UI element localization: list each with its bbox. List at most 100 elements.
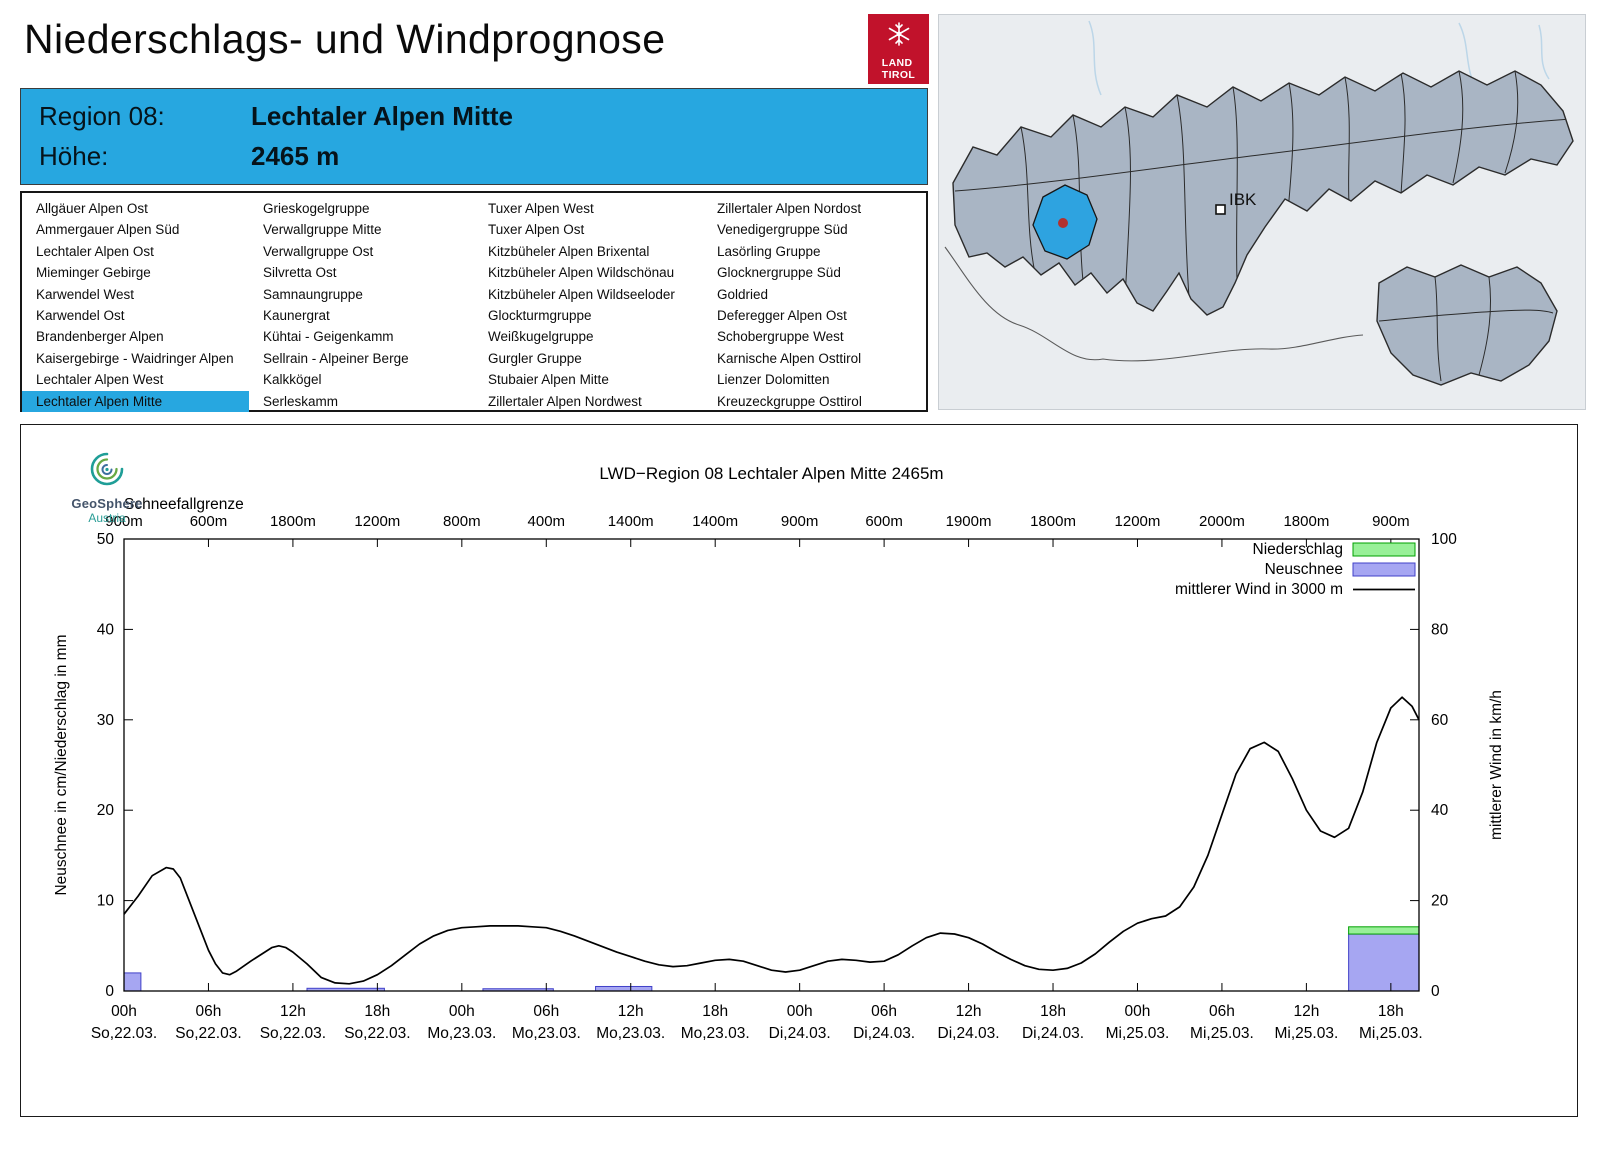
snowline-value: 1800m	[1283, 513, 1329, 530]
snowline-value: 1900m	[946, 513, 992, 530]
region-list-item[interactable]: Schobergruppe West	[717, 329, 844, 345]
snowline-value: 1400m	[608, 513, 654, 530]
region-list-item[interactable]: Gurgler Gruppe	[488, 350, 582, 366]
y-right-axis-title: mittlerer Wind in km/h	[1488, 690, 1505, 840]
region-header: Region 08: Lechtaler Alpen Mitte Höhe: 2…	[20, 88, 928, 185]
geosphere-country: Austria	[88, 511, 126, 525]
x-tick-hour: 18h	[1040, 1003, 1066, 1020]
region-list-column: Tuxer Alpen West Tuxer Alpen Ost Kitzbühel…	[474, 198, 703, 412]
region-list-item[interactable]: Mieminger Gebirge	[36, 265, 151, 281]
region-list-item[interactable]: Lasörling Gruppe	[717, 243, 821, 259]
region-list-item[interactable]: Grieskogelgruppe	[263, 201, 370, 216]
region-list-item-selected[interactable]: Lechtaler Alpen Mitte	[22, 390, 249, 412]
x-tick-date: Mi,25.03.	[1190, 1025, 1254, 1042]
snowline-value: 400m	[528, 513, 566, 530]
y-left-tick: 40	[97, 621, 115, 638]
page-title: Niederschlags- und Windprognose	[24, 16, 666, 62]
map-region-dot	[1058, 218, 1068, 228]
snowline-value: 600m	[865, 513, 903, 530]
elevation-value: 2465 m	[251, 140, 340, 171]
chart-title: LWD−Region 08 Lechtaler Alpen Mitte 2465…	[599, 464, 943, 483]
x-tick-hour: 06h	[1209, 1003, 1235, 1020]
geosphere-swirl-icon	[84, 452, 130, 495]
region-list-item[interactable]: Tuxer Alpen Ost	[488, 222, 585, 238]
y-right-tick: 80	[1431, 621, 1449, 638]
snowflake-icon	[886, 21, 912, 52]
region-list-item[interactable]: Allgäuer Alpen Ost	[36, 201, 148, 216]
region-list-column: Allgäuer Alpen Ost Ammergauer Alpen Süd Le…	[22, 198, 249, 412]
x-tick-hour: 00h	[449, 1003, 475, 1020]
region-list-item[interactable]: Brandenberger Alpen	[36, 329, 164, 345]
y-left-tick: 30	[97, 712, 115, 729]
x-tick-date: Di,24.03.	[938, 1025, 1000, 1042]
x-tick-date: Mo,23.03.	[681, 1025, 750, 1042]
y-left-axis-title: Neuschnee in cm/Niederschlag in mm	[53, 634, 70, 895]
neuschnee-bar	[123, 972, 142, 992]
x-tick-date: Di,24.03.	[1022, 1025, 1084, 1042]
map-ibk-marker	[1215, 204, 1226, 215]
snowline-value: 900m	[105, 513, 143, 530]
region-list-item[interactable]: Verwallgruppe Mitte	[263, 222, 382, 238]
region-list-item[interactable]: Kalkkögel	[263, 372, 322, 388]
forecast-chart-panel: GeoSphere Austria LWD−Region 08 Lechtale…	[20, 424, 1578, 1117]
region-list-item[interactable]: Deferegger Alpen Ost	[717, 307, 847, 323]
snowline-value: 800m	[443, 513, 481, 530]
region-list-item[interactable]: Karwendel West	[36, 286, 135, 302]
snowline-value: 600m	[190, 513, 228, 530]
region-list-item[interactable]: Karwendel Ost	[36, 307, 125, 323]
x-tick-hour: 12h	[280, 1003, 306, 1020]
y-right-tick: 60	[1431, 712, 1449, 729]
legend-label: Niederschlag	[1253, 541, 1343, 558]
x-tick-hour: 18h	[1378, 1003, 1404, 1020]
land-tirol-logo: LAND TIROL	[868, 14, 929, 84]
region-list-item[interactable]: Sellrain - Alpeiner Berge	[263, 350, 409, 366]
region-list-item[interactable]: Lienzer Dolomitten	[717, 372, 830, 388]
map-east-tirol-shape	[1376, 264, 1558, 386]
map-east-district-borders	[1378, 276, 1554, 382]
y-right-tick: 40	[1431, 802, 1449, 819]
region-list-item[interactable]: Ammergauer Alpen Süd	[36, 222, 180, 238]
region-list-item[interactable]: Karnische Alpen Osttirol	[717, 350, 862, 366]
y-right-tick: 100	[1431, 531, 1457, 548]
y-left-tick: 0	[105, 983, 114, 1000]
neuschnee-bar	[595, 985, 653, 992]
region-list-item[interactable]: Zillertaler Alpen Nordwest	[488, 393, 642, 409]
x-tick-hour: 00h	[787, 1003, 813, 1020]
neuschnee-bar	[1348, 933, 1420, 992]
tirol-map[interactable]: IBK	[938, 14, 1586, 410]
region-list-item[interactable]: Glocknergruppe Süd	[717, 265, 841, 281]
region-list-item[interactable]: Verwallgruppe Ost	[263, 243, 374, 259]
region-list-item[interactable]: Kitzbüheler Alpen Brixental	[488, 243, 650, 259]
region-list-item[interactable]: Silvretta Ost	[263, 265, 337, 281]
region-list-item[interactable]: Tuxer Alpen West	[488, 201, 594, 216]
region-list-item[interactable]: Serleskamm	[263, 393, 339, 409]
region-list-item[interactable]: Kaisergebirge - Waidringer Alpen	[36, 350, 234, 366]
region-list-item[interactable]: Stubaier Alpen Mitte	[488, 372, 609, 388]
region-list: Allgäuer Alpen Ost Ammergauer Alpen Süd Le…	[20, 191, 928, 412]
map-state-border	[944, 246, 1364, 362]
region-list-item[interactable]: Lechtaler Alpen Ost	[36, 243, 154, 259]
region-list-item[interactable]: Zillertaler Alpen Nordost	[717, 201, 862, 216]
x-tick-date: So,22.03.	[344, 1025, 410, 1042]
region-list-item[interactable]: Goldried	[717, 286, 769, 302]
region-list-item[interactable]: Weißkugelgruppe	[488, 329, 594, 345]
snowline-value: 900m	[1372, 513, 1410, 530]
region-list-item[interactable]: Kühtai - Geigenkamm	[263, 329, 394, 345]
region-list-item[interactable]: Glockturmgruppe	[488, 307, 592, 323]
region-list-item[interactable]: Kaunergrat	[263, 307, 330, 323]
x-tick-hour: 06h	[871, 1003, 897, 1020]
x-tick-hour: 18h	[702, 1003, 728, 1020]
x-tick-date: Mo,23.03.	[427, 1025, 496, 1042]
legend-label: Neuschnee	[1265, 561, 1343, 578]
snowline-value: 900m	[781, 513, 819, 530]
region-list-item[interactable]: Kitzbüheler Alpen Wildseeloder	[488, 286, 675, 302]
map-ibk-label: IBK	[1229, 190, 1257, 209]
region-list-item[interactable]: Samnaungruppe	[263, 286, 363, 302]
x-tick-hour: 12h	[618, 1003, 644, 1020]
x-tick-date: Di,24.03.	[769, 1025, 831, 1042]
region-list-item[interactable]: Venedigergruppe Süd	[717, 222, 848, 238]
map-north-tirol-shape	[952, 70, 1574, 316]
region-list-item[interactable]: Kitzbüheler Alpen Wildschönau	[488, 265, 675, 281]
region-list-item[interactable]: Kreuzeckgruppe Osttirol	[717, 393, 862, 409]
region-list-item[interactable]: Lechtaler Alpen West	[36, 372, 164, 388]
